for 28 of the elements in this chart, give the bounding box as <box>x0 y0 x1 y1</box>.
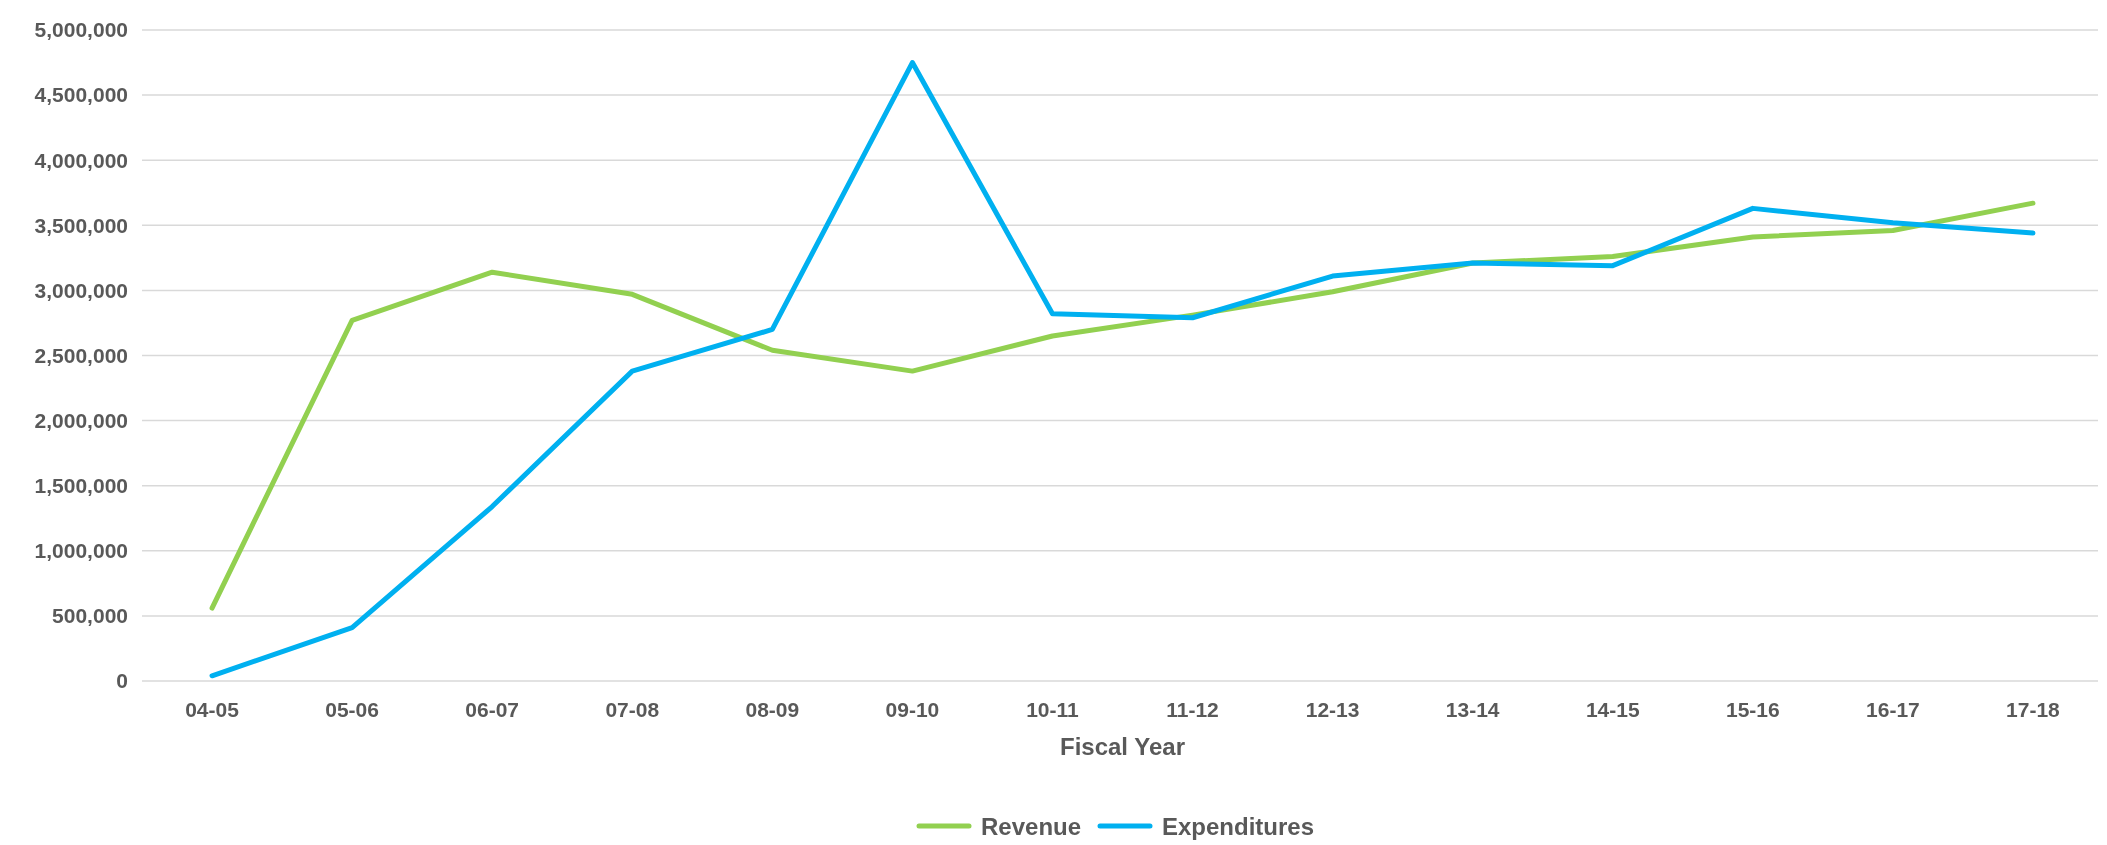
x-tick-label: 11-12 <box>1166 698 1219 721</box>
x-tick-label: 12-13 <box>1305 698 1360 721</box>
x-tick-label: 06-07 <box>465 698 520 721</box>
y-tick-label: 2,000,000 <box>34 408 128 432</box>
y-tick-label: 4,000,000 <box>34 148 128 172</box>
x-tick-label: 16-17 <box>1866 698 1920 721</box>
x-tick-label: 04-05 <box>185 698 240 721</box>
x-tick-label: 14-15 <box>1585 698 1640 721</box>
x-tick-label: 13-14 <box>1445 698 1500 721</box>
legend-label: Revenue <box>981 813 1082 840</box>
x-tick-label: 17-18 <box>2006 698 2061 721</box>
x-tick-label: 09-10 <box>885 698 940 721</box>
y-tick-label: 4,500,000 <box>34 83 128 107</box>
x-tick-label: 08-09 <box>745 698 800 721</box>
x-axis-title: Fiscal Year <box>1060 733 1185 760</box>
legend-label: Expenditures <box>1162 813 1315 840</box>
x-tick-label: 15-16 <box>1725 698 1780 721</box>
x-tick-label: 10-11 <box>1026 698 1080 721</box>
y-tick-label: 1,500,000 <box>34 474 128 498</box>
y-tick-label: 3,500,000 <box>34 213 128 237</box>
y-tick-label: 2,500,000 <box>34 343 128 367</box>
y-tick-label: 3,000,000 <box>34 278 128 302</box>
x-tick-label: 07-08 <box>605 698 660 721</box>
y-tick-label: 1,000,000 <box>34 539 128 563</box>
y-tick-label: 5,000,000 <box>34 18 128 42</box>
y-tick-label: 0 <box>116 669 128 693</box>
x-tick-label: 05-06 <box>325 698 379 721</box>
y-tick-label: 500,000 <box>52 604 128 628</box>
